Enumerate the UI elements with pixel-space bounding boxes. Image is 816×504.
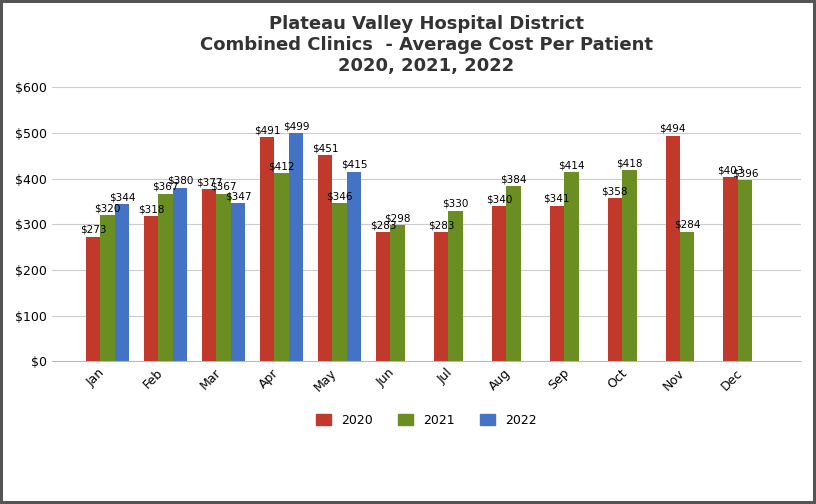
Text: $396: $396 (732, 169, 758, 178)
Bar (390, 225, 405, 361)
Bar (317, 155, 332, 361)
Text: $494: $494 (659, 124, 686, 134)
Text: $380: $380 (167, 176, 193, 186)
Bar (550, 206, 564, 361)
Text: $320: $320 (95, 203, 121, 213)
Text: $418: $418 (616, 159, 642, 169)
Text: $298: $298 (384, 213, 410, 223)
Title: Plateau Valley Hospital District
Combined Clinics  - Average Cost Per Patient
20: Plateau Valley Hospital District Combine… (200, 15, 653, 75)
Text: $346: $346 (326, 192, 353, 202)
Bar (158, 194, 173, 361)
Bar (274, 173, 289, 361)
Bar (144, 216, 158, 361)
Bar (433, 232, 448, 361)
Text: $451: $451 (312, 144, 339, 154)
Text: $318: $318 (138, 204, 164, 214)
Text: $283: $283 (428, 220, 455, 230)
Text: $414: $414 (558, 160, 584, 170)
Bar (173, 188, 188, 361)
Legend: 2020, 2021, 2022: 2020, 2021, 2022 (312, 409, 542, 432)
Bar (202, 189, 216, 361)
Bar (86, 237, 100, 361)
Text: $367: $367 (153, 182, 179, 192)
Bar (216, 194, 231, 361)
Text: $358: $358 (601, 186, 628, 196)
Text: $412: $412 (268, 161, 295, 171)
Text: $340: $340 (486, 194, 512, 204)
Bar (724, 177, 738, 361)
Bar (231, 203, 246, 361)
Text: $330: $330 (442, 199, 468, 209)
Text: $403: $403 (717, 165, 744, 175)
Bar (375, 232, 390, 361)
Bar (100, 215, 115, 361)
Bar (666, 136, 680, 361)
Bar (680, 232, 694, 361)
Text: $415: $415 (341, 160, 367, 170)
Bar (622, 170, 636, 361)
Bar (289, 134, 304, 361)
Text: $341: $341 (543, 194, 570, 204)
Text: $344: $344 (109, 193, 135, 203)
Bar (608, 198, 622, 361)
Text: $491: $491 (254, 125, 280, 135)
Bar (491, 206, 506, 361)
Bar (115, 204, 130, 361)
Text: $273: $273 (80, 225, 106, 235)
Bar (506, 186, 521, 361)
Text: $377: $377 (196, 177, 222, 187)
Bar (738, 180, 752, 361)
Text: $347: $347 (225, 191, 251, 201)
Bar (448, 211, 463, 361)
Bar (347, 172, 361, 361)
Bar (564, 172, 579, 361)
Bar (332, 203, 347, 361)
Text: $384: $384 (500, 174, 526, 184)
Text: $284: $284 (674, 220, 700, 230)
Bar (259, 137, 274, 361)
Text: $499: $499 (283, 121, 309, 132)
Text: $367: $367 (211, 182, 237, 192)
Text: $283: $283 (370, 220, 397, 230)
